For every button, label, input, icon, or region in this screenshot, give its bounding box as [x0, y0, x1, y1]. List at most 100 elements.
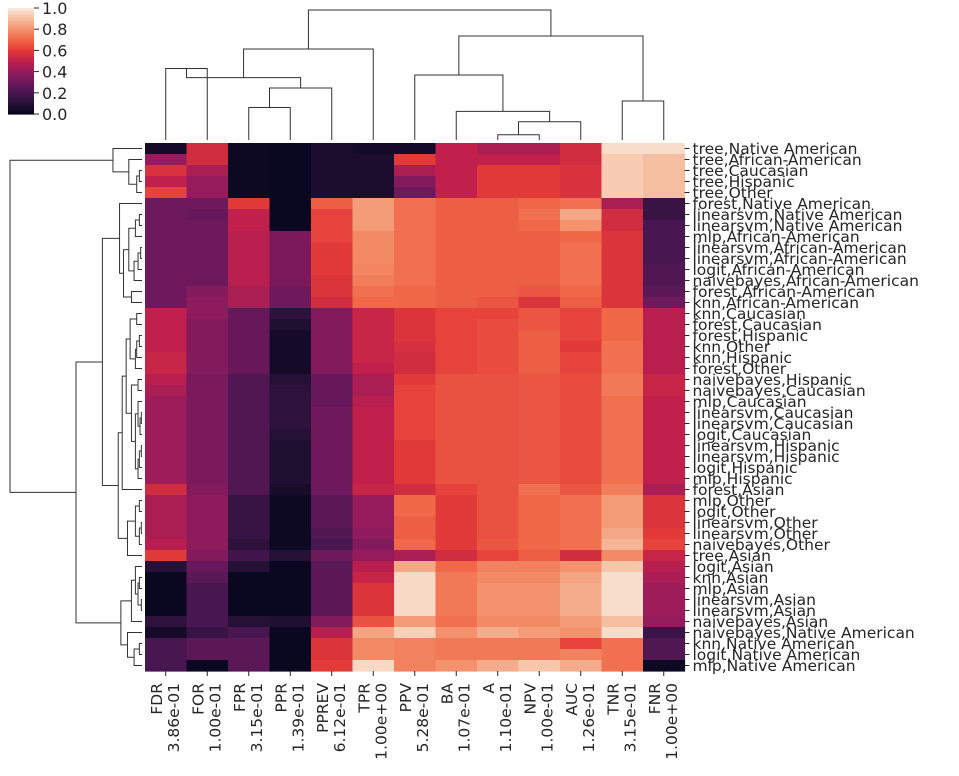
- heatmap-cell: [477, 165, 520, 177]
- heatmap-cell: [228, 286, 271, 298]
- heatmap-cell: [269, 605, 312, 617]
- heatmap-cell: [352, 143, 395, 155]
- heatmap-cell: [560, 583, 603, 595]
- heatmap-cell: [560, 506, 603, 518]
- column-dendrogram-link: [518, 121, 582, 140]
- heatmap-cell: [643, 220, 686, 232]
- row-dendrogram-link: [138, 577, 142, 589]
- heatmap-cell: [311, 440, 354, 452]
- heatmap-cell: [477, 242, 520, 254]
- heatmap-cell: [394, 638, 437, 650]
- row-dendrogram-link: [140, 247, 142, 259]
- heatmap-cell: [643, 352, 686, 364]
- row-label: forest,Other: [693, 360, 787, 378]
- heatmap-cell: [394, 275, 437, 287]
- row-label: mlp,African-American: [693, 228, 860, 246]
- heatmap-cell: [145, 583, 188, 595]
- heatmap-cell: [435, 385, 478, 397]
- row-dendrogram-link: [138, 170, 142, 182]
- heatmap-cell: [269, 363, 312, 375]
- heatmap-cell: [518, 605, 561, 617]
- heatmap-cell: [477, 319, 520, 331]
- heatmap-cell: [477, 528, 520, 540]
- heatmap-cell: [145, 143, 188, 155]
- row-dendrogram-link: [138, 500, 142, 512]
- heatmap-cell: [186, 429, 229, 441]
- heatmap-cell: [311, 330, 354, 342]
- heatmap-cell: [643, 319, 686, 331]
- heatmap-cell: [435, 275, 478, 287]
- heatmap-cell: [352, 297, 395, 309]
- row-label: tree,Caucasian: [693, 162, 809, 180]
- heatmap-cell: [601, 297, 644, 309]
- heatmap-cell: [269, 253, 312, 265]
- column-label: 1.00e+00: [372, 683, 390, 760]
- heatmap-cell: [394, 407, 437, 419]
- row-label: forest,Hispanic: [693, 327, 809, 345]
- heatmap-cell: [269, 550, 312, 562]
- heatmap-cell: [311, 418, 354, 430]
- heatmap-cell: [269, 539, 312, 551]
- heatmap-cell: [352, 506, 395, 518]
- heatmap-cell: [352, 330, 395, 342]
- heatmap-cell: [145, 462, 188, 474]
- row-dendrogram-link: [75, 361, 121, 624]
- heatmap-cell: [269, 297, 312, 309]
- colorbar-band: [8, 61, 34, 64]
- heatmap-cell: [352, 176, 395, 188]
- heatmap-cell: [228, 220, 271, 232]
- heatmap-cell: [601, 495, 644, 507]
- heatmap-cell: [394, 385, 437, 397]
- heatmap-cell: [352, 407, 395, 419]
- heatmap-cell: [477, 374, 520, 386]
- heatmap-cell: [145, 220, 188, 232]
- colorbar-band: [8, 48, 34, 51]
- heatmap-cell: [643, 506, 686, 518]
- heatmap-cell: [186, 242, 229, 254]
- heatmap-cell: [477, 627, 520, 639]
- heatmap-cell: [518, 264, 561, 276]
- heatmap-cell: [477, 352, 520, 364]
- heatmap-cell: [269, 352, 312, 364]
- heatmap-cell: [269, 231, 312, 243]
- heatmap-cell: [643, 605, 686, 617]
- row-dendrogram-link: [140, 522, 142, 534]
- heatmap-cell: [269, 440, 312, 452]
- column-label: A: [480, 683, 498, 694]
- heatmap-cell: [518, 660, 561, 672]
- heatmap-cell: [435, 594, 478, 606]
- heatmap-cell: [601, 341, 644, 353]
- heatmap-cell: [145, 242, 188, 254]
- heatmap-cell: [601, 220, 644, 232]
- heatmap-cell: [518, 385, 561, 397]
- heatmap-cell: [228, 385, 271, 397]
- heatmap-cell: [435, 209, 478, 221]
- column-label: NPV: [521, 683, 539, 715]
- column-label: FNR: [646, 683, 664, 715]
- heatmap-cell: [145, 297, 188, 309]
- colorbar-band: [8, 55, 34, 59]
- heatmap-cell: [269, 616, 312, 628]
- heatmap-cell: [394, 572, 437, 584]
- heatmap-cell: [394, 286, 437, 298]
- row-dendrogram-link: [138, 643, 142, 655]
- heatmap-cell: [560, 407, 603, 419]
- heatmap-cell: [435, 616, 478, 628]
- colorbar-band: [8, 73, 34, 76]
- heatmap-cell: [601, 242, 644, 254]
- heatmap-cell: [186, 264, 229, 276]
- heatmap-cell: [311, 649, 354, 661]
- heatmap-cell: [477, 473, 520, 485]
- heatmap-cell: [643, 473, 686, 485]
- row-label: knn,Caucasian: [693, 305, 806, 323]
- heatmap-cell: [394, 517, 437, 529]
- heatmap-cell: [352, 495, 395, 507]
- heatmap-cell: [311, 143, 354, 155]
- heatmap-cell: [186, 407, 229, 419]
- colorbar-band: [8, 29, 34, 32]
- colorbar-band: [8, 89, 34, 92]
- heatmap-cell: [352, 517, 395, 529]
- heatmap-cell: [145, 209, 188, 221]
- heatmap-cell: [477, 605, 520, 617]
- heatmap-cell: [394, 341, 437, 353]
